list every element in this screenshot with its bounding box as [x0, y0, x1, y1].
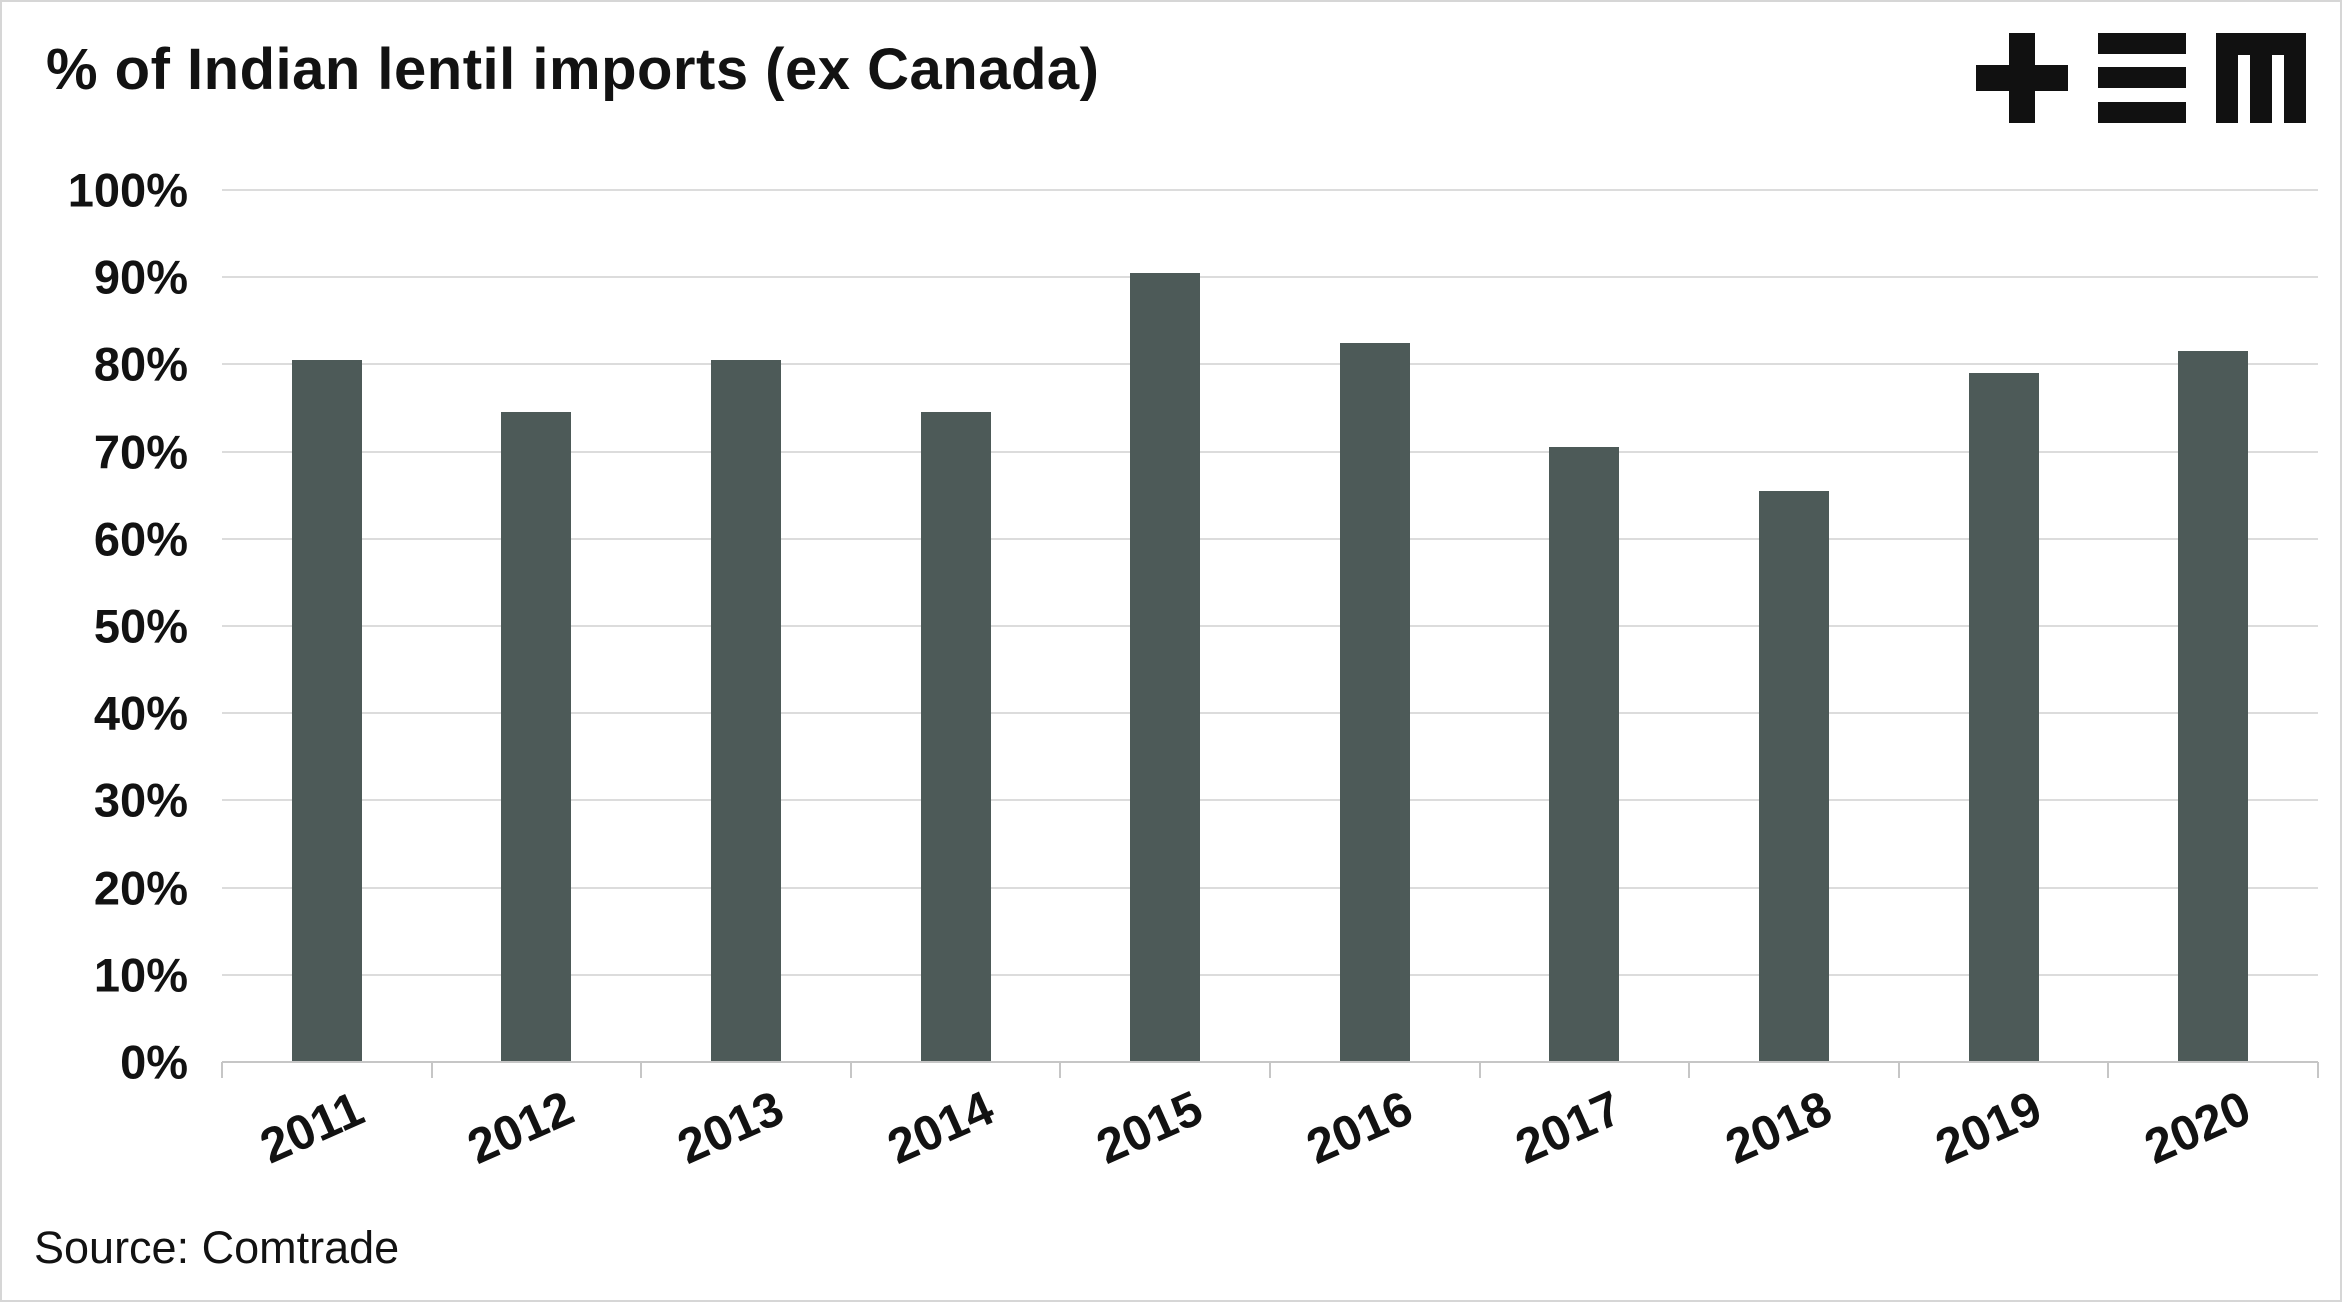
x-tick-label: 2015 [1089, 1081, 1211, 1175]
bar-2019 [1968, 373, 2039, 1062]
gridline [222, 537, 2318, 540]
y-tick-label: 20% [93, 861, 188, 915]
x-tick-mark [640, 1062, 643, 1078]
x-tick-mark [1688, 1062, 1691, 1078]
x-tick-mark [221, 1062, 223, 1078]
chart-title: % of Indian lentil imports (ex Canada) [46, 37, 1100, 102]
x-tick-label: 2017 [1508, 1081, 1630, 1175]
logo-bars-icon [2098, 33, 2186, 123]
y-tick-label: 40% [93, 686, 188, 740]
bar-2015 [1130, 272, 1201, 1062]
x-tick-mark [2107, 1062, 2110, 1078]
x-tick-mark [1478, 1062, 1481, 1078]
x-tick-mark [1269, 1062, 1271, 1078]
x-tick-label: 2013 [669, 1081, 792, 1175]
x-tick-label: 2019 [1927, 1081, 2050, 1175]
x-tick-label: 2014 [879, 1081, 1002, 1175]
gridline [222, 276, 2318, 279]
y-tick-label: 10% [93, 948, 188, 1002]
x-tick-mark [2317, 1062, 2319, 1078]
x-tick-label: 2020 [2137, 1081, 2259, 1175]
y-tick-label: 90% [93, 250, 188, 304]
x-axis-line [222, 1061, 2318, 1063]
tem-logo [1976, 33, 2306, 123]
bar-2011 [291, 360, 362, 1062]
gridline [222, 189, 2318, 191]
gridline [222, 363, 2318, 366]
x-tick-label: 2018 [1717, 1081, 1840, 1175]
bar-2020 [2178, 351, 2249, 1062]
x-tick-mark [430, 1062, 433, 1078]
y-tick-label: 50% [93, 599, 188, 653]
gridline [222, 450, 2318, 453]
bar-2014 [920, 412, 991, 1062]
bar-2016 [1339, 342, 1410, 1062]
gridline [222, 712, 2318, 715]
gridline [222, 886, 2318, 889]
x-tick-label: 2011 [252, 1081, 372, 1175]
x-tick-label: 2016 [1298, 1081, 1421, 1175]
y-tick-label: 30% [93, 773, 188, 827]
y-tick-label: 100% [67, 163, 188, 217]
y-tick-label: 70% [93, 425, 188, 479]
x-tick-mark [849, 1062, 852, 1078]
source-note: Source: Comtrade [34, 1222, 400, 1273]
y-tick-label: 60% [93, 512, 188, 566]
bar-2018 [1759, 490, 1829, 1062]
x-tick-mark [1059, 1062, 1062, 1078]
bar-2013 [711, 360, 781, 1062]
x-tick-label: 2012 [460, 1081, 582, 1175]
gridline [222, 625, 2318, 627]
bar-2012 [501, 412, 572, 1062]
logo-m-icon [2216, 33, 2306, 123]
bar-2017 [1549, 447, 1620, 1062]
x-tick-mark [1897, 1062, 1900, 1078]
y-tick-label: 0% [120, 1035, 188, 1089]
plot-area: 0% 10% 20% 30% 40% 50% 60% 70% 80% 90% 100% 2011 201… [68, 167, 2319, 1175]
logo-plus-icon [1976, 33, 2068, 123]
gridline [222, 973, 2318, 976]
y-tick-label: 80% [93, 337, 188, 391]
gridline [222, 799, 2318, 802]
